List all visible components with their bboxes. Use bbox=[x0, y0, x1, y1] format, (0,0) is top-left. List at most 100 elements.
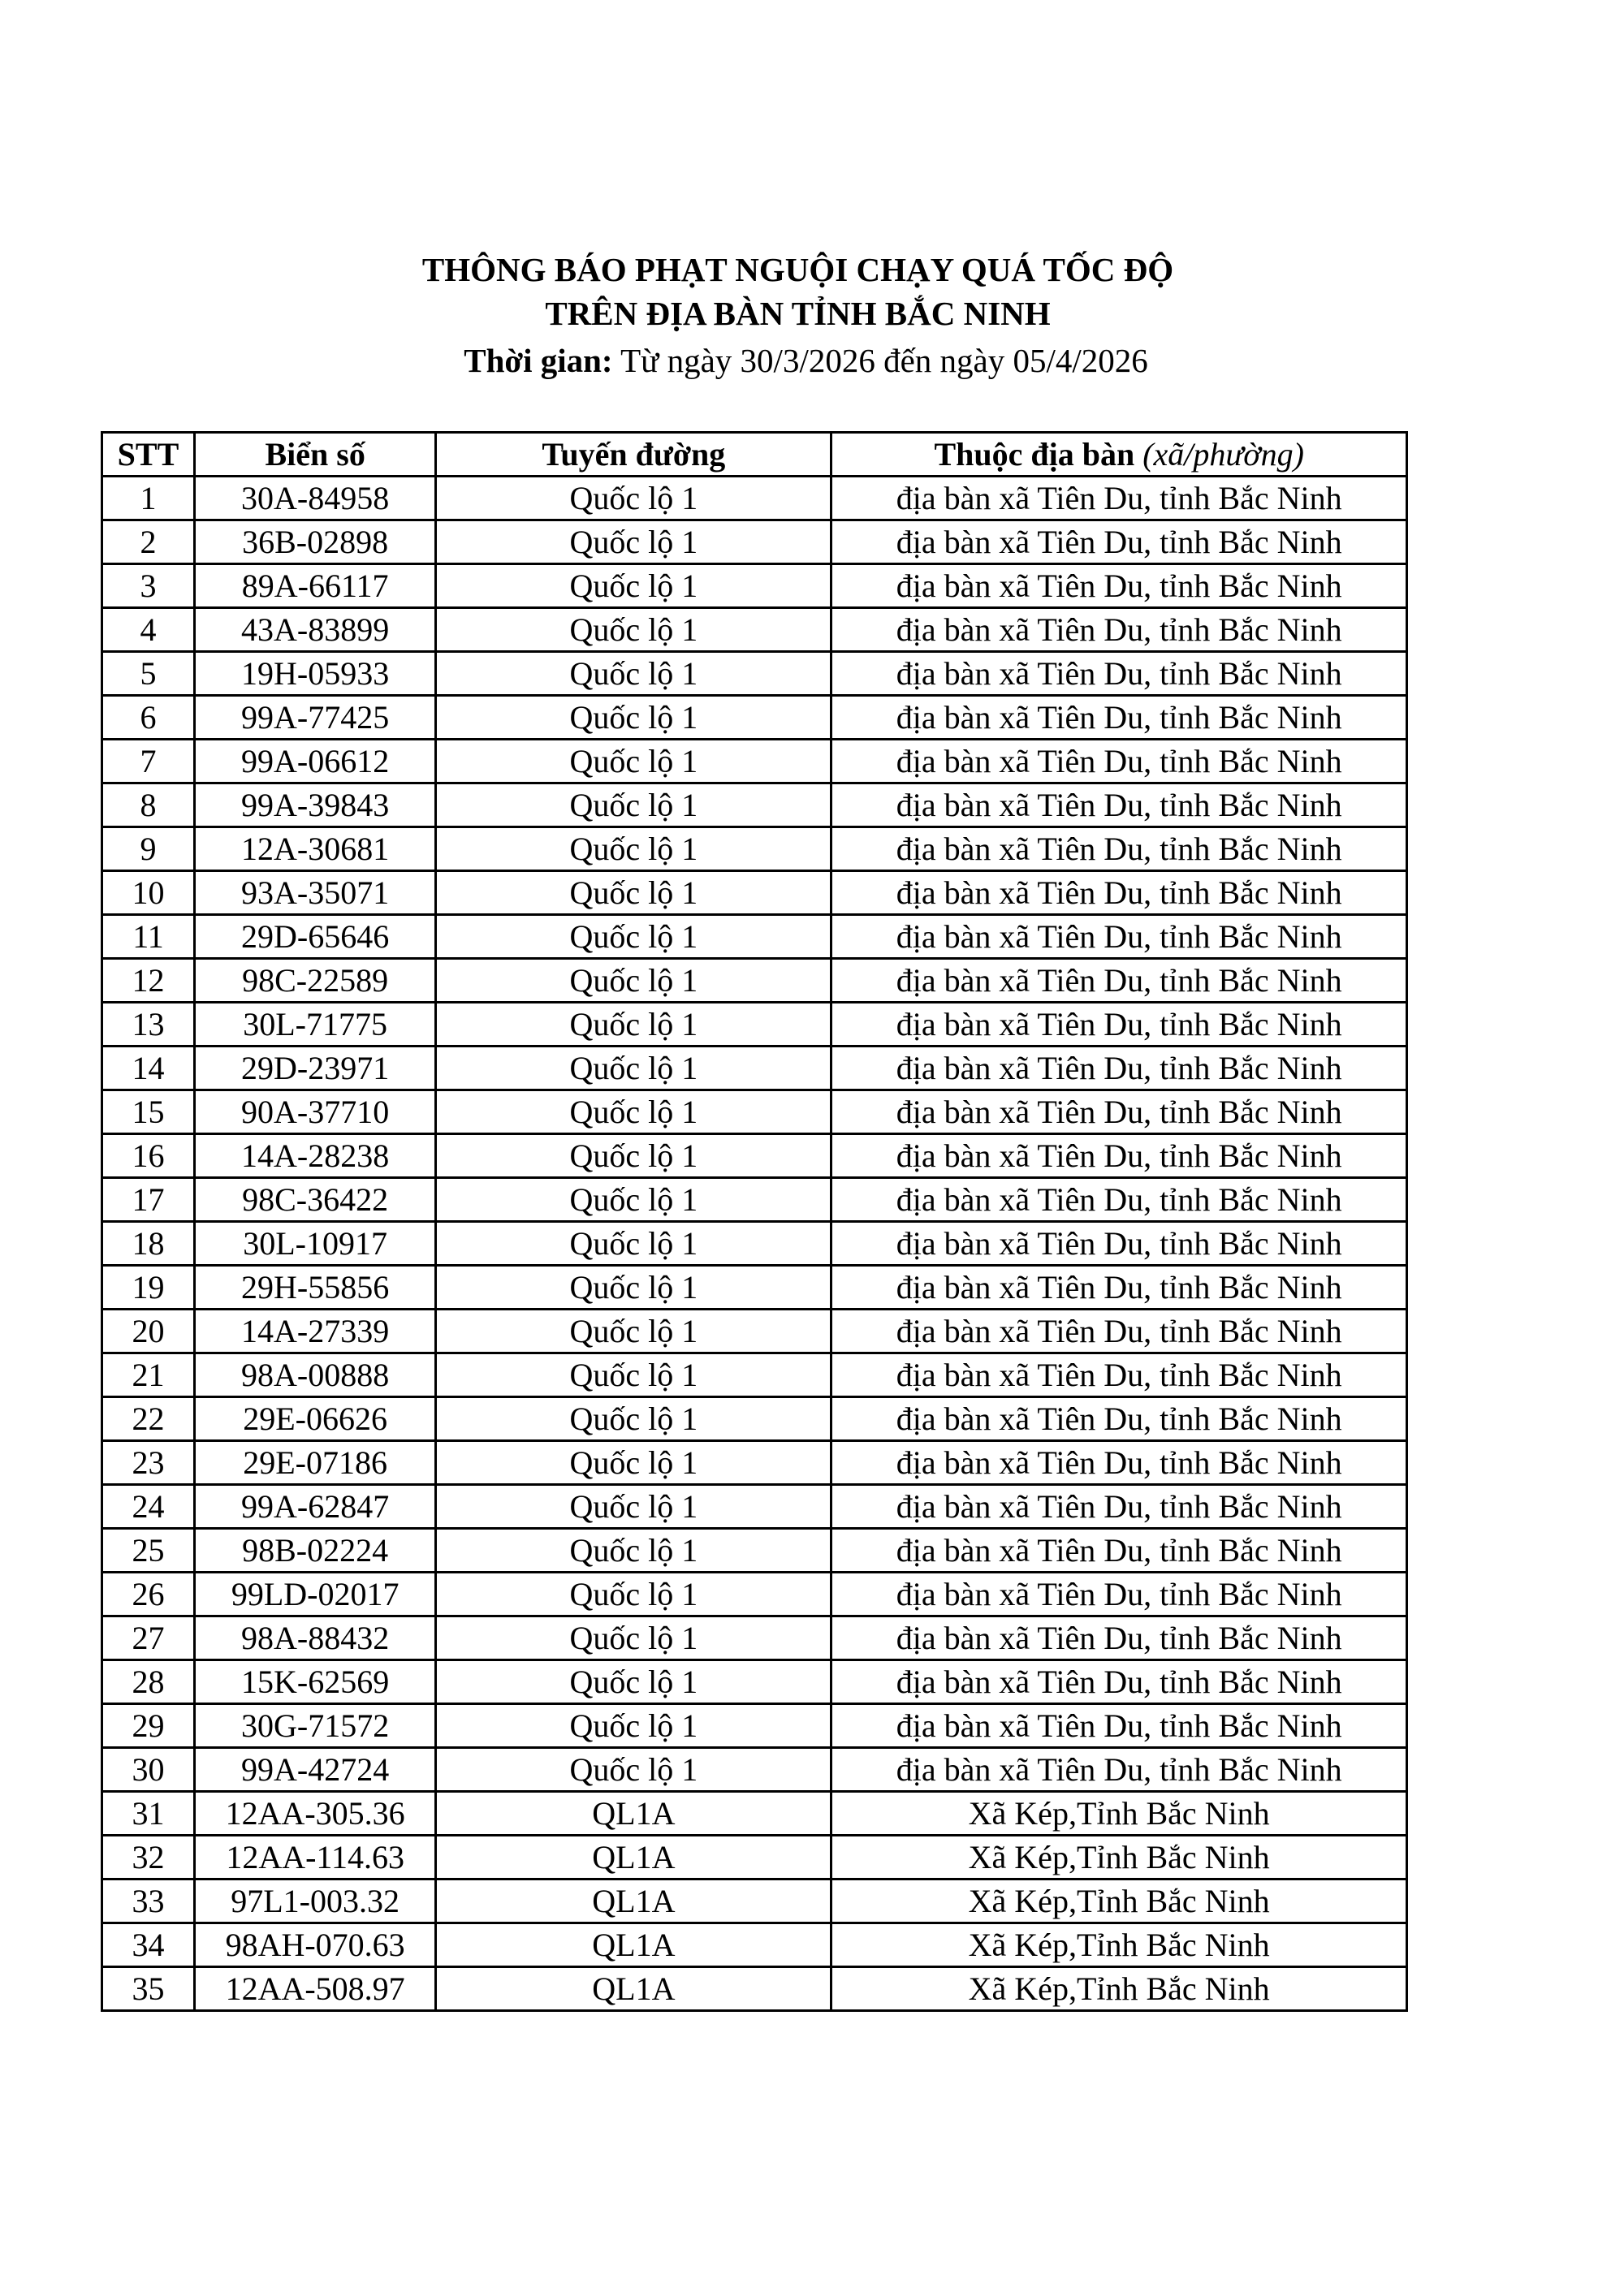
table-row: 22 29E-06626 Quốc lộ 1 địa bàn xã Tiên Du, … bbox=[101, 1396, 1408, 1442]
route-cell: Quốc lộ 1 bbox=[434, 519, 833, 565]
stt-cell: 22 bbox=[101, 1396, 196, 1442]
table-row: 34 98AH-070.63 QL1A Xã Kép,Tỉnh Bắc Ninh bbox=[101, 1922, 1408, 1968]
route-cell: Quốc lộ 1 bbox=[434, 1220, 833, 1267]
plate-cell: 15K-62569 bbox=[192, 1659, 438, 1705]
period-value: Từ ngày 30/3/2026 đến ngày 05/4/2026 bbox=[612, 342, 1148, 379]
table-row: 13 30L-71775 Quốc lộ 1 địa bàn xã Tiên Du, … bbox=[101, 1001, 1408, 1047]
plate-cell: 29H-55856 bbox=[192, 1264, 438, 1310]
area-cell: địa bàn xã Tiên Du, tỉnh Bắc Ninh bbox=[830, 694, 1408, 740]
plate-cell: 97L1-003.32 bbox=[192, 1878, 438, 1924]
area-cell: địa bàn xã Tiên Du, tỉnh Bắc Ninh bbox=[830, 1703, 1408, 1749]
stt-cell: 28 bbox=[101, 1659, 196, 1705]
stt-cell: 20 bbox=[101, 1308, 196, 1354]
plate-cell: 93A-35071 bbox=[192, 870, 438, 916]
area-cell: địa bàn xã Tiên Du, tỉnh Bắc Ninh bbox=[830, 1308, 1408, 1354]
plate-cell: 99A-39843 bbox=[192, 782, 438, 828]
area-cell: địa bàn xã Tiên Du, tỉnh Bắc Ninh bbox=[830, 1571, 1408, 1617]
table-row: 5 19H-05933 Quốc lộ 1 địa bàn xã Tiên Du, t… bbox=[101, 650, 1408, 697]
stt-cell: 33 bbox=[101, 1878, 196, 1924]
route-cell: Quốc lộ 1 bbox=[434, 1615, 833, 1661]
table-row: 28 15K-62569 Quốc lộ 1 địa bàn xã Tiên Du, … bbox=[101, 1659, 1408, 1705]
table-row: 20 14A-27339 Quốc lộ 1 địa bàn xã Tiên Du, … bbox=[101, 1308, 1408, 1354]
area-cell: địa bàn xã Tiên Du, tỉnh Bắc Ninh bbox=[830, 738, 1408, 784]
area-cell: địa bàn xã Tiên Du, tỉnh Bắc Ninh bbox=[830, 519, 1408, 565]
table-row: 26 99LD-02017 Quốc lộ 1 địa bàn xã Tiên Du,… bbox=[101, 1571, 1408, 1617]
plate-cell: 99A-42724 bbox=[192, 1746, 438, 1793]
area-cell: địa bàn xã Tiên Du, tỉnh Bắc Ninh bbox=[830, 1746, 1408, 1793]
document-title-line1: THÔNG BÁO PHẠT NGUỘI CHẠY QUÁ TỐC ĐỘ bbox=[421, 251, 1174, 288]
plate-cell: 99A-77425 bbox=[192, 694, 438, 740]
plate-cell: 98B-02224 bbox=[192, 1527, 438, 1573]
header-route: Tuyến đường bbox=[434, 431, 833, 477]
area-cell: địa bàn xã Tiên Du, tỉnh Bắc Ninh bbox=[830, 1527, 1408, 1573]
area-cell: Xã Kép,Tỉnh Bắc Ninh bbox=[830, 1966, 1408, 2012]
plate-cell: 14A-27339 bbox=[192, 1308, 438, 1354]
stt-cell: 7 bbox=[101, 738, 196, 784]
table-row: 14 29D-23971 Quốc lộ 1 địa bàn xã Tiên Du, … bbox=[101, 1045, 1408, 1091]
table-row: 1 30A-84958 Quốc lộ 1 địa bàn xã Tiên Du, t… bbox=[101, 475, 1408, 521]
area-cell: địa bàn xã Tiên Du, tỉnh Bắc Ninh bbox=[830, 826, 1408, 872]
area-cell: địa bàn xã Tiên Du, tỉnh Bắc Ninh bbox=[830, 650, 1408, 697]
area-cell: địa bàn xã Tiên Du, tỉnh Bắc Ninh bbox=[830, 1659, 1408, 1705]
route-cell: Quốc lộ 1 bbox=[434, 782, 833, 828]
period-label: Thời gian: bbox=[464, 342, 613, 379]
route-cell: Quốc lộ 1 bbox=[434, 606, 833, 653]
plate-cell: 43A-83899 bbox=[192, 606, 438, 653]
table-row: 16 14A-28238 Quốc lộ 1 địa bàn xã Tiên Du, … bbox=[101, 1133, 1408, 1179]
table-row: 32 12AA-114.63 QL1A Xã Kép,Tỉnh Bắc Ninh bbox=[101, 1834, 1408, 1880]
route-cell: QL1A bbox=[434, 1878, 833, 1924]
plate-cell: 99LD-02017 bbox=[192, 1571, 438, 1617]
stt-cell: 15 bbox=[101, 1089, 196, 1135]
stt-cell: 11 bbox=[101, 913, 196, 960]
route-cell: Quốc lộ 1 bbox=[434, 1396, 833, 1442]
plate-cell: 29D-65646 bbox=[192, 913, 438, 960]
plate-cell: 98AH-070.63 bbox=[192, 1922, 438, 1968]
route-cell: QL1A bbox=[434, 1922, 833, 1968]
route-cell: QL1A bbox=[434, 1834, 833, 1880]
area-cell: Xã Kép,Tỉnh Bắc Ninh bbox=[830, 1878, 1408, 1924]
area-cell: địa bàn xã Tiên Du, tỉnh Bắc Ninh bbox=[830, 1352, 1408, 1398]
route-cell: Quốc lộ 1 bbox=[434, 475, 833, 521]
stt-cell: 12 bbox=[101, 957, 196, 1003]
stt-cell: 21 bbox=[101, 1352, 196, 1398]
area-cell: Xã Kép,Tỉnh Bắc Ninh bbox=[830, 1922, 1408, 1968]
route-cell: Quốc lộ 1 bbox=[434, 1527, 833, 1573]
route-cell: Quốc lộ 1 bbox=[434, 738, 833, 784]
header-area-label: Thuộc địa bàn bbox=[934, 436, 1143, 473]
plate-cell: 12A-30681 bbox=[192, 826, 438, 872]
table-row: 18 30L-10917 Quốc lộ 1 địa bàn xã Tiên Du, … bbox=[101, 1220, 1408, 1267]
route-cell: Quốc lộ 1 bbox=[434, 1571, 833, 1617]
route-cell: Quốc lộ 1 bbox=[434, 1001, 833, 1047]
stt-cell: 5 bbox=[101, 650, 196, 697]
area-cell: địa bàn xã Tiên Du, tỉnh Bắc Ninh bbox=[830, 913, 1408, 960]
area-cell: địa bàn xã Tiên Du, tỉnh Bắc Ninh bbox=[830, 1396, 1408, 1442]
plate-cell: 90A-37710 bbox=[192, 1089, 438, 1135]
route-cell: Quốc lộ 1 bbox=[434, 957, 833, 1003]
stt-cell: 8 bbox=[101, 782, 196, 828]
area-cell: địa bàn xã Tiên Du, tỉnh Bắc Ninh bbox=[830, 782, 1408, 828]
time-period: Thời gian: Từ ngày 30/3/2026 đến ngày 05… bbox=[0, 341, 1612, 380]
plate-cell: 30G-71572 bbox=[192, 1703, 438, 1749]
route-cell: QL1A bbox=[434, 1966, 833, 2012]
stt-cell: 17 bbox=[101, 1176, 196, 1223]
header-area: Thuộc địa bàn (xã/phường) bbox=[830, 431, 1408, 477]
plate-cell: 99A-62847 bbox=[192, 1483, 438, 1530]
table-row: 3 89A-66117 Quốc lộ 1 địa bàn xã Tiên Du, t… bbox=[101, 563, 1408, 609]
plate-cell: 98A-00888 bbox=[192, 1352, 438, 1398]
table-row: 19 29H-55856 Quốc lộ 1 địa bàn xã Tiên Du, … bbox=[101, 1264, 1408, 1310]
stt-cell: 29 bbox=[101, 1703, 196, 1749]
stt-cell: 30 bbox=[101, 1746, 196, 1793]
stt-cell: 24 bbox=[101, 1483, 196, 1530]
table-row: 6 99A-77425 Quốc lộ 1 địa bàn xã Tiên Du, t… bbox=[101, 694, 1408, 740]
area-cell: địa bàn xã Tiên Du, tỉnh Bắc Ninh bbox=[830, 1220, 1408, 1267]
table-row: 7 99A-06612 Quốc lộ 1 địa bàn xã Tiên Du, t… bbox=[101, 738, 1408, 784]
table-row: 31 12AA-305.36 QL1A Xã Kép,Tỉnh Bắc Ninh bbox=[101, 1790, 1408, 1836]
table-row: 10 93A-35071 Quốc lộ 1 địa bàn xã Tiên Du, … bbox=[101, 870, 1408, 916]
route-cell: Quốc lộ 1 bbox=[434, 1439, 833, 1486]
violations-table: STT Biển số Tuyến đường Thuộc địa bàn (x… bbox=[101, 431, 1408, 2012]
area-cell: địa bàn xã Tiên Du, tỉnh Bắc Ninh bbox=[830, 1176, 1408, 1223]
plate-cell: 99A-06612 bbox=[192, 738, 438, 784]
table-row: 8 99A-39843 Quốc lộ 1 địa bàn xã Tiên Du, t… bbox=[101, 782, 1408, 828]
route-cell: Quốc lộ 1 bbox=[434, 1045, 833, 1091]
table-header-row: STT Biển số Tuyến đường Thuộc địa bàn (x… bbox=[101, 431, 1408, 477]
